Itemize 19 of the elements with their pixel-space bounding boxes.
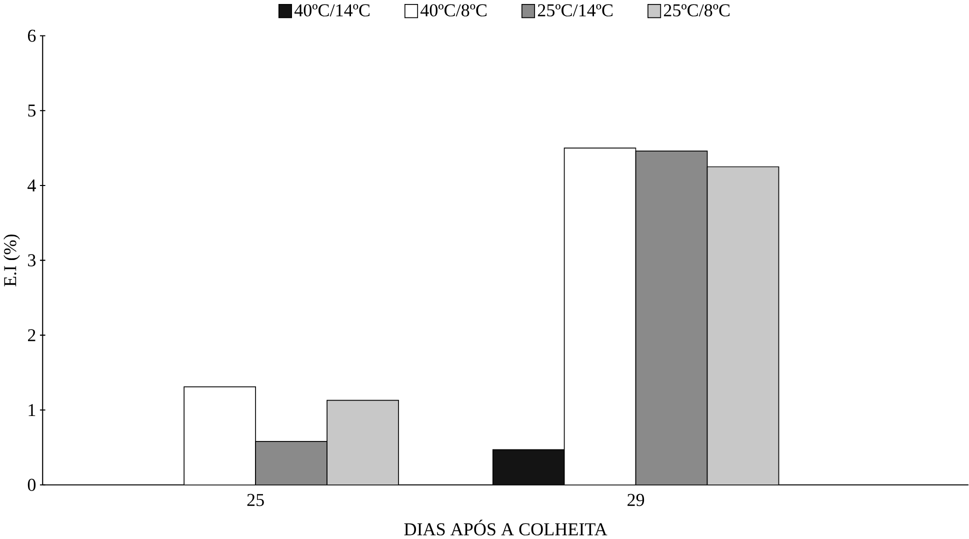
- y-tick-label: 1: [28, 404, 36, 416]
- bar: [255, 441, 328, 485]
- x-axis-title: DIAS APÓS A COLHEITA: [404, 520, 608, 536]
- x-tick-label: 29: [628, 494, 644, 506]
- legend-label: 40ºC/8ºC: [420, 4, 487, 16]
- y-tick-label: 2: [28, 329, 36, 342]
- y-tick-label: 0: [28, 478, 36, 492]
- legend-label: 25ºC/8ºC: [664, 4, 730, 16]
- bar: [706, 166, 780, 485]
- x-tick-label: 25: [247, 494, 264, 506]
- y-tick-label: 6: [28, 30, 36, 42]
- y-tick-label: 4: [28, 180, 36, 192]
- legend-label: 25ºC/14ºC: [538, 4, 613, 16]
- bar: [635, 150, 708, 485]
- bar: [326, 400, 399, 485]
- y-axis-title: E.I (%): [4, 234, 20, 286]
- y-tick-label: 3: [28, 254, 36, 266]
- y-tick-label: 5: [28, 104, 36, 117]
- legend-label: 40ºC/14ºC: [294, 4, 370, 16]
